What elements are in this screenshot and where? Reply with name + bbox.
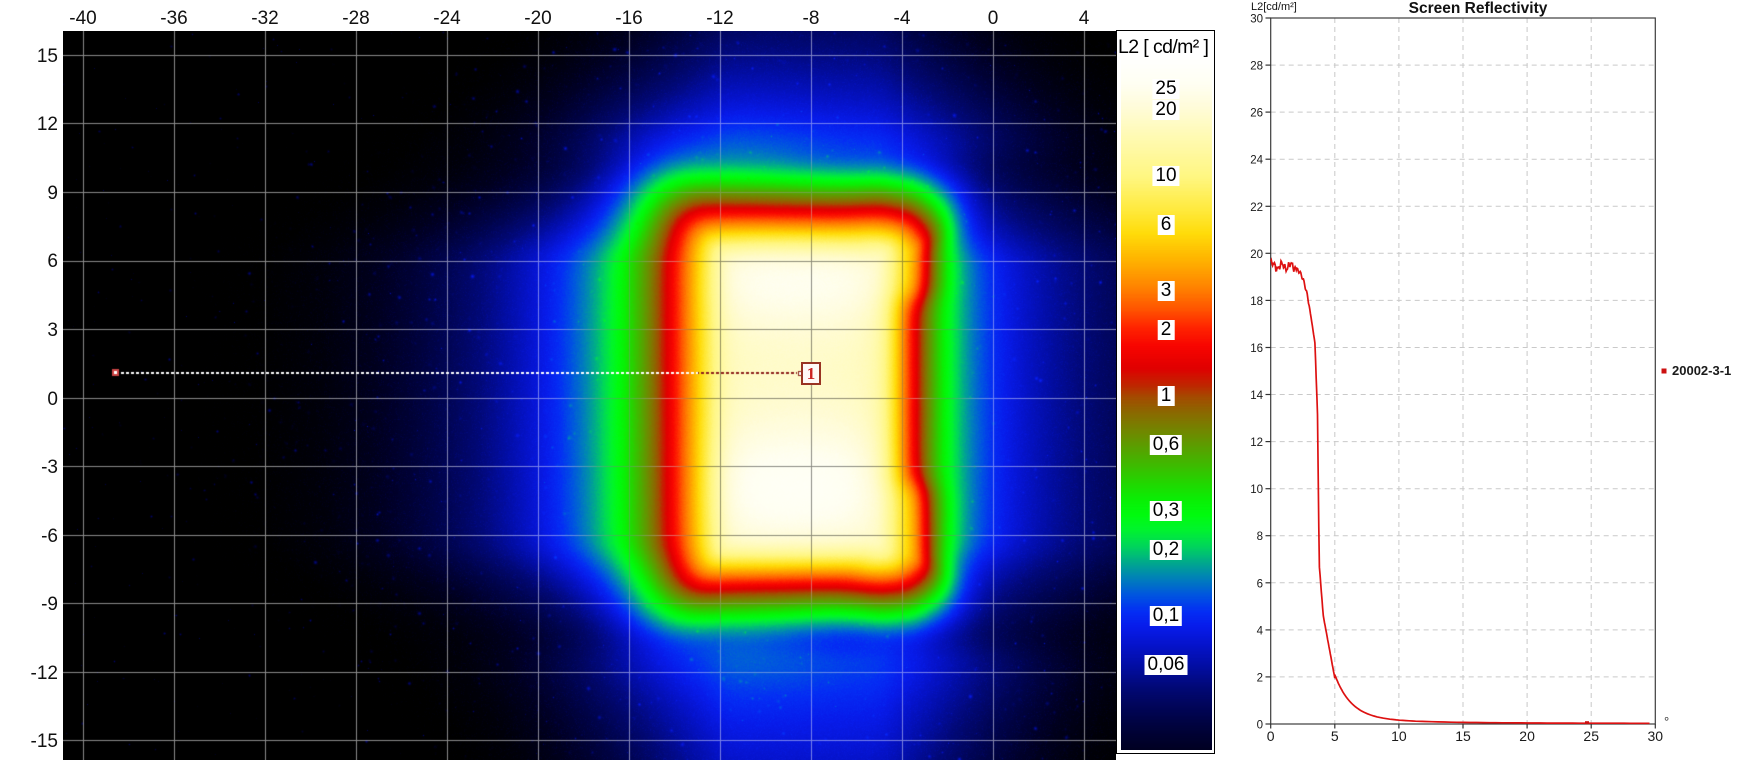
svg-text:12: 12 <box>1250 437 1263 449</box>
svg-text:10: 10 <box>1391 728 1407 744</box>
svg-text:10: 10 <box>1250 484 1263 496</box>
svg-text:14: 14 <box>1250 390 1263 402</box>
svg-text:L2[cd/m²]: L2[cd/m²] <box>1251 1 1297 13</box>
svg-text:26: 26 <box>1250 108 1263 120</box>
svg-text:0: 0 <box>1257 720 1263 732</box>
svg-text:5: 5 <box>1331 728 1339 744</box>
svg-text:20: 20 <box>1519 728 1535 744</box>
svg-text:15: 15 <box>1455 728 1471 744</box>
svg-text:25: 25 <box>1583 728 1599 744</box>
svg-text:8: 8 <box>1257 531 1263 543</box>
svg-text:16: 16 <box>1250 343 1263 355</box>
svg-text:28: 28 <box>1250 61 1263 73</box>
svg-text:30: 30 <box>1250 14 1263 26</box>
svg-text:20002-3-1: 20002-3-1 <box>1672 363 1731 378</box>
svg-text:6: 6 <box>1257 578 1263 590</box>
svg-text:°: ° <box>1664 714 1669 729</box>
svg-text:30: 30 <box>1648 728 1664 744</box>
svg-text:4: 4 <box>1257 625 1264 637</box>
svg-text:2: 2 <box>1257 672 1263 684</box>
svg-text:20: 20 <box>1250 249 1263 261</box>
svg-text:18: 18 <box>1250 296 1263 308</box>
svg-text:Screen Reflectivity: Screen Reflectivity <box>1409 0 1548 17</box>
svg-text:22: 22 <box>1250 202 1263 214</box>
svg-text:24: 24 <box>1250 155 1263 167</box>
svg-text:0: 0 <box>1267 728 1275 744</box>
